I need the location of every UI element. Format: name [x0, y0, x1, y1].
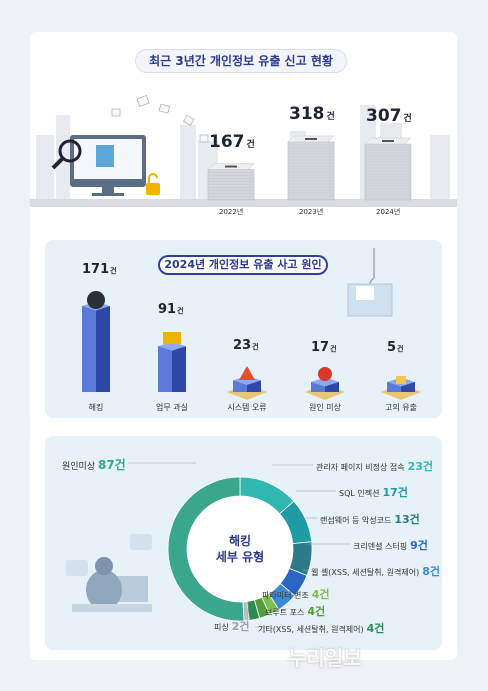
cause-unit-3: 건 — [330, 345, 337, 353]
reports-stack-chart — [207, 135, 412, 201]
donut-label-text-7: 기타(XSS, 세션탈취, 원격제어) — [258, 625, 364, 634]
donut-label-value-0: 23건 — [407, 460, 434, 473]
cause-value-4: 5건 — [387, 340, 404, 355]
donut-label-value-3: 9건 — [410, 539, 428, 552]
donut-label-value-1: 17건 — [382, 486, 408, 499]
value-label-2: 307 건 — [366, 106, 412, 126]
donut-center-line2: 세부 유형 — [215, 550, 265, 564]
donut-label-value-6: 4건 — [307, 605, 326, 618]
cause-label-3: 원인 미상 — [309, 403, 341, 412]
donut-center-line1: 해킹 — [228, 534, 252, 548]
value-label-0: 167 건 — [209, 132, 255, 152]
donut-label-3: 크리덴셜 스터핑 9건 — [353, 537, 428, 553]
cause-value-3: 17건 — [311, 340, 337, 355]
donut-center-label: 해킹 세부 유형 — [187, 496, 293, 602]
year-label-0: 2022년 — [219, 208, 244, 216]
value-number-1: 318 — [289, 104, 325, 124]
cause-unit-0: 건 — [110, 267, 117, 275]
donut-label-value-8: 2건 — [231, 620, 250, 633]
cause-bar-3 — [305, 377, 345, 400]
cause-label-4: 고의 유출 — [385, 403, 417, 412]
donut-label-7: 기타(XSS, 세션탈취, 원격제어) 4건 — [258, 620, 384, 636]
donut-label-value-7: 4건 — [366, 622, 385, 635]
donut-label-value-4: 8건 — [422, 565, 440, 578]
cause-unit-1: 건 — [177, 307, 184, 316]
value-number-2: 307 — [366, 106, 402, 126]
donut-label-value-5: 4건 — [311, 588, 330, 601]
donut-label-text-5: 파라미터 변조 — [262, 591, 309, 600]
paper-stack-1 — [287, 135, 335, 201]
donut-label-value-2: 13건 — [394, 513, 420, 526]
value-unit-2: 건 — [403, 114, 412, 124]
donut-label-4: 웹 셸(XSS, 세션탈취, 원격제어) 8건 — [311, 563, 440, 579]
value-unit-1: 건 — [326, 112, 335, 122]
donut-label-text-4: 웹 셸(XSS, 세션탈취, 원격제어) — [311, 568, 420, 577]
donut-label-text-8: 피싱 — [214, 623, 229, 632]
donut-label-2: 랜섬웨어 등 악성코드 13건 — [320, 511, 420, 527]
cause-number-0: 171 — [82, 262, 110, 277]
donut-label-text-2: 랜섬웨어 등 악성코드 — [320, 516, 392, 525]
cause-unit-2: 건 — [252, 343, 259, 352]
section2-title: 2024년 개인정보 유출 사고 원인 — [158, 255, 328, 275]
cause-value-2: 23건 — [233, 338, 259, 353]
donut-label-text-9: 원인미상 — [62, 462, 98, 472]
magnifier-icon — [58, 139, 82, 163]
donut-label-text-1: SQL 인젝션 — [339, 489, 380, 498]
cause-number-2: 23 — [233, 338, 252, 354]
hacker-icon — [87, 291, 105, 309]
donut-label-text-0: 관리자 페이지 비정상 접속 — [316, 463, 405, 472]
donut-label-9: 원인미상 87건 — [62, 456, 126, 473]
cause-number-3: 17 — [311, 340, 330, 355]
envelope-illustration — [347, 248, 393, 317]
donut-label-6: 브루트 포스 4건 — [265, 603, 325, 619]
cause-label-2: 시스템 오류 — [227, 403, 267, 412]
cause-value-1: 91건 — [158, 302, 184, 317]
file-icon — [396, 376, 406, 384]
year-label-1: 2023년 — [299, 208, 324, 216]
cause-number-1: 91 — [158, 302, 177, 318]
donut-label-1: SQL 인젝션 17건 — [339, 484, 408, 500]
cause-unit-4: 건 — [397, 345, 404, 353]
cause-label-0: 해킹 — [88, 403, 104, 412]
paper-stack-2 — [364, 137, 412, 201]
donut-label-text-3: 크리덴셜 스터핑 — [353, 542, 408, 551]
value-number-0: 167 — [209, 131, 245, 152]
year-label-2: 2024년 — [376, 208, 401, 216]
donut-label-8: 피싱 2건 — [214, 618, 250, 634]
hacker-illustration — [66, 534, 152, 612]
paper-stack-0 — [207, 163, 255, 201]
donut-label-0: 관리자 페이지 비정상 접속 23건 — [316, 458, 433, 474]
value-label-1: 318 건 — [289, 104, 335, 124]
value-unit-0: 건 — [246, 139, 255, 150]
question-icon — [318, 367, 332, 381]
donut-label-5: 파라미터 변조 4건 — [262, 586, 329, 602]
folder-icon — [163, 332, 181, 344]
section1-title: 최근 3년간 개인정보 유출 신고 현황 — [136, 50, 346, 72]
cause-label-1: 업무 과실 — [156, 403, 188, 412]
cause-value-0: 171건 — [82, 262, 117, 277]
cause-bar-2 — [227, 375, 267, 400]
donut-label-text-6: 브루트 포스 — [265, 608, 305, 617]
watermark: 누리일보 — [288, 646, 362, 670]
cause-number-4: 5 — [387, 340, 397, 355]
donut-label-value-9: 87건 — [97, 458, 126, 472]
lock-icon — [146, 183, 160, 195]
warning-icon — [239, 366, 255, 380]
causes-bar-chart — [82, 291, 421, 400]
